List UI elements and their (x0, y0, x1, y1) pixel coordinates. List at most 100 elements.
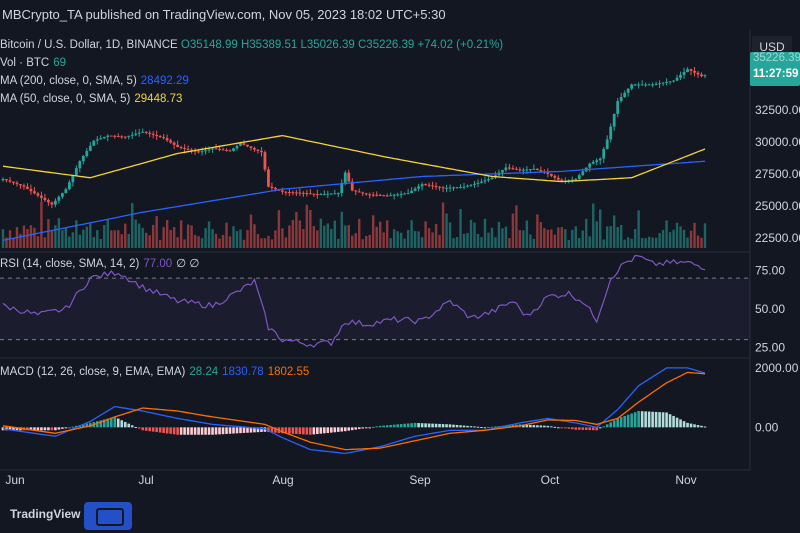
volume-bar (326, 223, 330, 248)
candle-body (515, 168, 518, 170)
volume-bar (155, 216, 158, 248)
ohlc-values: O35148.99 H35389.51 L35026.39 C35226.39 … (180, 39, 504, 51)
macd-histogram-bar (239, 427, 242, 434)
candle-body (535, 168, 539, 171)
volume-bar (606, 226, 609, 248)
macd-line (2, 367, 706, 455)
macd-histogram-bar (546, 425, 550, 428)
candle-body (357, 191, 361, 193)
volume-bar (406, 229, 410, 248)
candle-body (619, 96, 623, 102)
candle-body (459, 186, 462, 188)
macd-histogram-bar (382, 425, 385, 428)
macd-histogram-bar (340, 427, 344, 432)
macd-histogram-bar (190, 427, 193, 435)
candle-body (308, 193, 312, 195)
candle-body (364, 193, 368, 195)
candle-body (602, 149, 606, 159)
symbol-legend: Bitcoin / U.S. Dollar, 1D, BINANCE O3514… (0, 39, 504, 51)
volume-bar (441, 202, 445, 248)
macd-histogram-bar (347, 427, 351, 431)
volume-bar (179, 220, 183, 248)
candle-body (483, 180, 487, 182)
macd-histogram-bar (29, 427, 33, 431)
volume-bar (501, 228, 504, 248)
candle-body (102, 136, 106, 139)
macd-histogram-bar (36, 427, 40, 431)
macd-histogram-bar (343, 427, 347, 432)
tradingview-logo-icon (84, 502, 132, 530)
volume-bar (29, 225, 33, 248)
volume-bar (200, 238, 204, 248)
volume-bar (417, 231, 420, 248)
macd-histogram-bar (312, 427, 316, 435)
volume-bar (144, 232, 148, 248)
volume-bar (106, 218, 109, 248)
macd-histogram-bar (623, 415, 626, 428)
candle-body (406, 193, 410, 195)
volume-bar (117, 230, 120, 248)
candle-body (148, 132, 152, 134)
volume-bar (211, 229, 214, 248)
macd-histogram-bar (553, 426, 557, 428)
volume-bar (585, 218, 588, 248)
macd-histogram-bar (396, 424, 399, 428)
volume-bar (623, 239, 626, 248)
macd-histogram-bar (165, 427, 169, 434)
macd-histogram-bar (148, 427, 151, 432)
candle-body (336, 193, 340, 195)
macd-histogram-bar (480, 427, 483, 429)
candle-body (668, 81, 672, 83)
candle-body (445, 187, 448, 189)
macd-histogram-bar (420, 423, 424, 428)
macd-histogram-bar (109, 417, 113, 428)
volume-bar (141, 227, 144, 248)
candle-body (455, 187, 459, 189)
candle-body (81, 156, 85, 162)
candle-body (162, 137, 166, 139)
volume-bar (553, 234, 557, 248)
candle-body (294, 192, 298, 194)
macd-histogram-bar (61, 427, 64, 429)
volume-bar (124, 223, 127, 248)
candle-body (172, 142, 176, 145)
volume-bar (619, 225, 623, 248)
volume-bar (654, 237, 658, 248)
volume-bar (599, 209, 602, 248)
volume-bar (19, 233, 22, 248)
volume-bar (438, 234, 441, 248)
candle-body (263, 152, 267, 170)
macd-histogram-bar (123, 421, 127, 428)
volume-bar (571, 229, 574, 248)
volume-bar (675, 222, 679, 248)
volume-bar (131, 203, 134, 248)
candle-body (329, 193, 333, 195)
macd-histogram-bar (302, 427, 305, 435)
chart-canvas[interactable]: 22500.00 25000.00 27500.00 30000.00 32500.00… (0, 30, 800, 533)
candle-body (246, 144, 249, 147)
macd-histogram-bar (612, 420, 616, 428)
candle-body (651, 84, 655, 86)
macd-histogram-bar (113, 416, 117, 428)
macd-histogram-bar (371, 426, 375, 428)
rsi-legend: RSI (14, close, SMA, 14, 2) 77.00 ∅ ∅ (0, 258, 200, 270)
candle-body (169, 140, 173, 143)
macd-histogram-bar (581, 427, 585, 430)
candle-body (64, 189, 68, 194)
volume-bar (221, 234, 225, 248)
macd-histogram-bar (228, 427, 232, 434)
volume-bar (274, 230, 277, 248)
candle-body (71, 175, 75, 183)
macd-histogram-bar (403, 423, 406, 428)
candle-body (703, 75, 707, 77)
candle-body (371, 194, 375, 196)
candle-body (528, 169, 532, 171)
volume-bar (169, 229, 172, 248)
volume-bar (578, 238, 581, 248)
candle-body (672, 80, 675, 82)
volume-bar (127, 234, 130, 248)
macd-histogram-bar (574, 427, 578, 430)
candle-body (287, 192, 291, 194)
macd-histogram-bar (584, 427, 588, 431)
volume-bar (246, 230, 249, 248)
